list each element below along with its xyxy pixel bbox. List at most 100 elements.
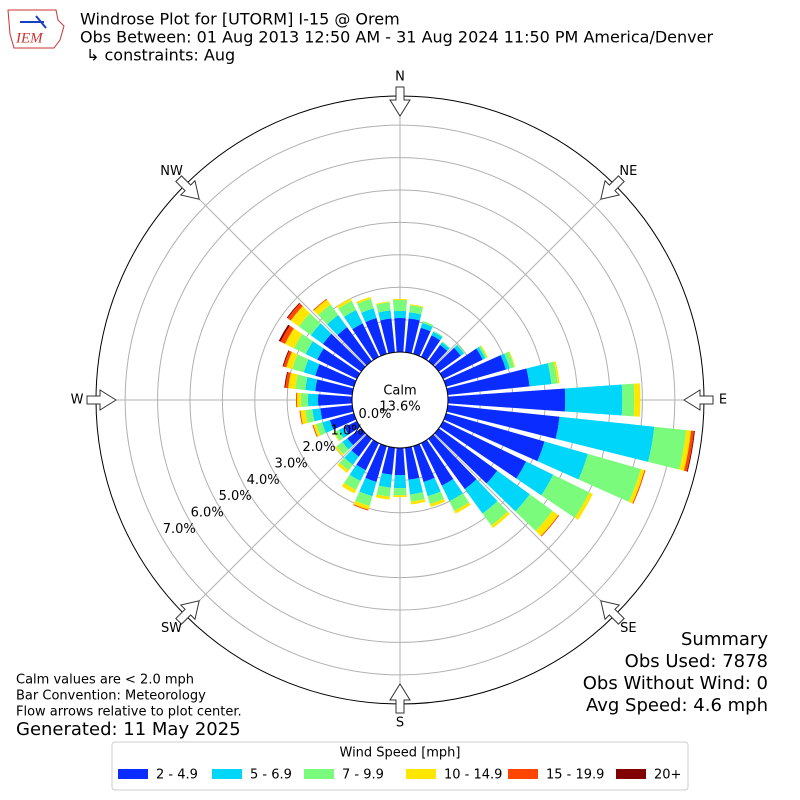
legend-label: 15 - 19.9	[546, 768, 604, 783]
bar-segment	[329, 413, 357, 430]
bar-segment	[480, 345, 488, 358]
bar-segment	[343, 474, 361, 491]
bar-segment	[447, 388, 566, 412]
r-tick-label: 6.0%	[191, 506, 224, 521]
bar-segment	[322, 333, 366, 372]
compass-label: E	[719, 393, 727, 408]
bar-segment	[378, 472, 393, 488]
bar-segment	[327, 315, 348, 336]
bar-segment	[355, 491, 373, 506]
bar-segment	[392, 298, 408, 301]
bar-segment	[423, 477, 441, 497]
bar-segment	[317, 348, 361, 379]
flow-arrow	[600, 175, 625, 200]
bar-segment	[305, 341, 324, 360]
bar-segment	[296, 392, 302, 408]
bar-segment	[434, 428, 498, 484]
bar-segment	[456, 344, 465, 354]
bar-segment	[632, 470, 646, 504]
r-tick-label: 3.0%	[275, 456, 308, 471]
bar-segment	[431, 331, 443, 341]
bar-segment	[476, 346, 486, 360]
bar-segment	[621, 383, 635, 417]
legend-label: 2 - 4.9	[156, 768, 198, 783]
bar-segment	[318, 304, 339, 325]
legend-swatch	[118, 769, 148, 779]
logo: IEM	[7, 9, 65, 49]
bar-segment	[648, 426, 687, 470]
bar-segment	[356, 439, 379, 471]
bar-segment	[342, 438, 354, 450]
compass-label: SE	[620, 621, 636, 636]
bar-segment	[405, 446, 420, 480]
bar-segment	[394, 317, 406, 353]
bar-segment	[313, 299, 331, 316]
subtitle: Obs Between: 01 Aug 2013 12:50 AM - 31 A…	[80, 28, 713, 47]
bar-segment	[491, 511, 510, 528]
bar-segment	[376, 485, 391, 497]
bar-segment	[393, 299, 407, 312]
bar-segment	[280, 325, 294, 344]
bar-segment	[312, 424, 318, 438]
bar-segment	[393, 475, 407, 489]
flow-arrow	[86, 389, 117, 411]
bar-segment	[628, 469, 645, 504]
bar-segment	[574, 492, 593, 520]
bar-segment	[446, 368, 530, 395]
compass-label: NE	[619, 164, 637, 179]
bar-segment	[283, 350, 292, 368]
logo-mark	[20, 15, 47, 29]
calm-label: Calm	[383, 384, 416, 399]
legend-swatch	[304, 769, 334, 779]
bar-segment	[307, 393, 319, 407]
subtitle: ↳ constraints: Aug	[86, 46, 235, 65]
bar-segment	[349, 464, 366, 482]
bar-segment	[393, 495, 407, 498]
compass-label: NW	[160, 164, 183, 179]
bar-segment	[303, 359, 320, 376]
summary: Obs Without Wind: 0	[583, 673, 768, 694]
bar-segment	[443, 355, 506, 387]
bar-segment	[427, 491, 445, 505]
bar-segment	[322, 420, 334, 433]
bar-segment	[454, 502, 471, 514]
legend-label: 10 - 14.9	[444, 768, 502, 783]
bar-segment	[376, 302, 391, 313]
bar-segment	[482, 500, 508, 526]
note: Bar Convention: Meteorology	[16, 689, 206, 704]
bar-segment	[317, 394, 353, 406]
note: Flow arrows relative to plot center.	[16, 705, 242, 720]
bar-segment	[361, 308, 377, 323]
bar-segment	[313, 298, 328, 311]
legend-label: 7 - 9.9	[342, 768, 384, 783]
bar-segment	[305, 409, 315, 424]
bar-segment	[290, 306, 310, 327]
bar-segment	[285, 372, 291, 389]
bar-segment	[320, 405, 354, 420]
bar-segment	[376, 301, 390, 305]
title: Windrose Plot for [UTORM] I-15 @ Orem	[80, 10, 400, 29]
bar-segment	[421, 439, 454, 486]
summary: Avg Speed: 4.6 mph	[586, 695, 768, 716]
legend-swatch	[616, 769, 646, 779]
bar-segment	[339, 457, 353, 471]
bar-segment	[312, 408, 323, 422]
bar-segment	[337, 327, 372, 366]
bar-segment	[316, 422, 326, 436]
bar-segment	[352, 323, 379, 361]
bar-segment	[338, 300, 357, 317]
bar-segment	[408, 477, 423, 495]
bar-segment	[464, 479, 498, 514]
bar-segment	[553, 361, 560, 384]
bar-segment	[408, 312, 422, 321]
bar-segment	[338, 427, 349, 439]
bar-segment	[578, 453, 641, 502]
bar-segment	[393, 487, 407, 496]
bar-segment	[337, 462, 349, 473]
bar-segment	[500, 353, 510, 370]
r-tick-label: 2.0%	[303, 440, 336, 455]
bar-segment	[353, 500, 370, 510]
bar-segment	[344, 450, 359, 465]
legend-label: 20+	[654, 768, 681, 783]
calm-value: 13.6%	[379, 400, 420, 415]
